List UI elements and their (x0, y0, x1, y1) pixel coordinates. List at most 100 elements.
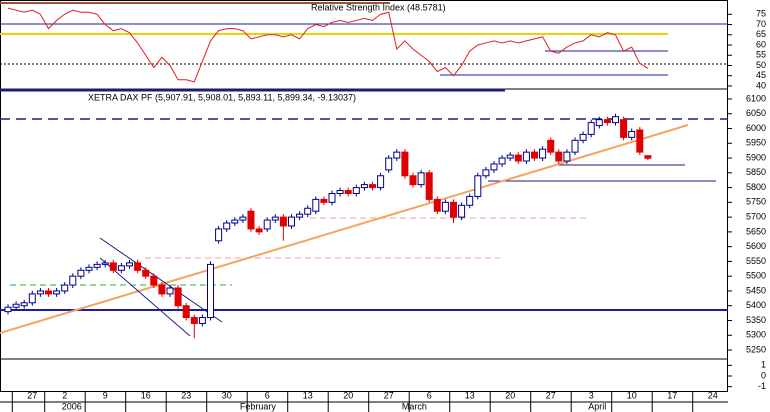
candle-body (142, 269, 150, 277)
y-tick-label: 6050 (746, 108, 766, 118)
candle-body (61, 284, 69, 292)
candle-body (174, 287, 182, 307)
candle-body (182, 305, 190, 319)
x-tick-label: 6 (427, 390, 432, 400)
y-tick-label: 65 (756, 29, 766, 39)
x-tick-label: 20 (505, 390, 515, 400)
candle-body (304, 207, 312, 215)
y-tick-label: 5650 (746, 226, 766, 236)
candle-body (417, 172, 425, 186)
candle-body (571, 139, 579, 153)
candle-body (271, 216, 279, 221)
candle-body (207, 263, 214, 319)
month-label: 2006 (62, 401, 82, 411)
y-tick-label: 0 (761, 370, 766, 380)
y-tick-label: 1 (761, 360, 766, 370)
candle-body (320, 198, 328, 203)
y-tick-label: -1 (758, 381, 766, 391)
candle-body (482, 169, 490, 177)
candle-body (612, 116, 619, 124)
candle-body (514, 154, 522, 162)
y-tick-label: 6000 (746, 123, 766, 133)
candle-body (263, 219, 271, 230)
candle-body (150, 275, 158, 286)
y-tick-label: 5550 (746, 256, 766, 266)
price-title: XETRA DAX PF (5,907.91, 5,908.01, 5,893.… (88, 92, 356, 102)
y-tick-label: 5800 (746, 182, 766, 192)
y-tick-label: 5300 (746, 330, 766, 340)
channel-line (99, 257, 191, 337)
candle-body (644, 155, 652, 159)
y-tick-label: 40 (756, 80, 766, 90)
channel-line (99, 237, 223, 323)
candle-body (531, 151, 538, 159)
candle-body (36, 290, 44, 295)
x-tick-label: 24 (708, 390, 718, 400)
candle-body (377, 175, 385, 189)
x-tick-label: 16 (141, 390, 151, 400)
y-tick-label: 5850 (746, 167, 766, 177)
x-tick-label: 27 (384, 390, 394, 400)
y-tick-label: 5400 (746, 300, 766, 310)
y-tick-label: 6100 (746, 93, 766, 103)
candle-body (603, 119, 611, 124)
candle-body (93, 263, 101, 268)
x-tick-label: 9 (103, 390, 108, 400)
candle-body (555, 151, 563, 162)
x-tick-label: 23 (181, 390, 191, 400)
candle-body (53, 290, 61, 295)
rsi-title: Relative Strength Index (48.5781) (311, 2, 446, 12)
candle-body (450, 201, 457, 218)
candle-body (134, 262, 142, 271)
month-label: April (588, 401, 606, 411)
candle-body (288, 216, 295, 227)
y-tick-label: 5500 (746, 271, 766, 281)
rsi-line (7, 7, 649, 83)
candle-body (360, 184, 368, 189)
candle-body (352, 187, 360, 194)
y-tick-label: 5350 (746, 315, 766, 325)
y-tick-label: 60 (756, 39, 766, 49)
candle-body (190, 317, 198, 324)
candle-body (312, 198, 320, 212)
candle-body (198, 317, 206, 324)
candle-body (28, 293, 36, 304)
candle-body (474, 175, 482, 197)
candle-body (393, 151, 401, 159)
x-tick-label: 27 (27, 390, 37, 400)
x-tick-label: 13 (303, 390, 313, 400)
month-label: March (402, 401, 427, 411)
candle-body (20, 302, 28, 307)
candle-body (109, 262, 117, 271)
candle-body (279, 216, 287, 227)
month-label: February (240, 401, 277, 411)
candle-body (166, 287, 174, 295)
candle-body (77, 269, 85, 277)
candle-body (69, 275, 77, 286)
y-tick-label: 5950 (746, 138, 766, 148)
candle-body (247, 210, 255, 230)
candle-body (215, 228, 223, 242)
candle-body (506, 154, 514, 159)
candle-body (539, 148, 547, 159)
candle-body (4, 306, 12, 313)
candle-body (490, 163, 498, 171)
y-tick-label: 5900 (746, 152, 766, 162)
y-tick-label: 5450 (746, 285, 766, 295)
candle-body (636, 129, 644, 153)
x-tick-label: 6 (265, 390, 270, 400)
candle-body (466, 195, 474, 206)
y-tick-label: 70 (756, 19, 766, 29)
candle-body (231, 219, 239, 224)
y-tick-label: 5750 (746, 197, 766, 207)
candle-body (433, 198, 441, 212)
candle-body (223, 222, 231, 230)
y-tick-label: 45 (756, 70, 766, 80)
y-tick-label: 50 (756, 60, 766, 70)
x-tick-label: 20 (343, 390, 353, 400)
candle-body (579, 133, 587, 141)
candle-body (336, 190, 344, 194)
y-tick-label: 5250 (746, 344, 766, 354)
candle-body (158, 284, 166, 295)
candle-body (409, 175, 417, 186)
